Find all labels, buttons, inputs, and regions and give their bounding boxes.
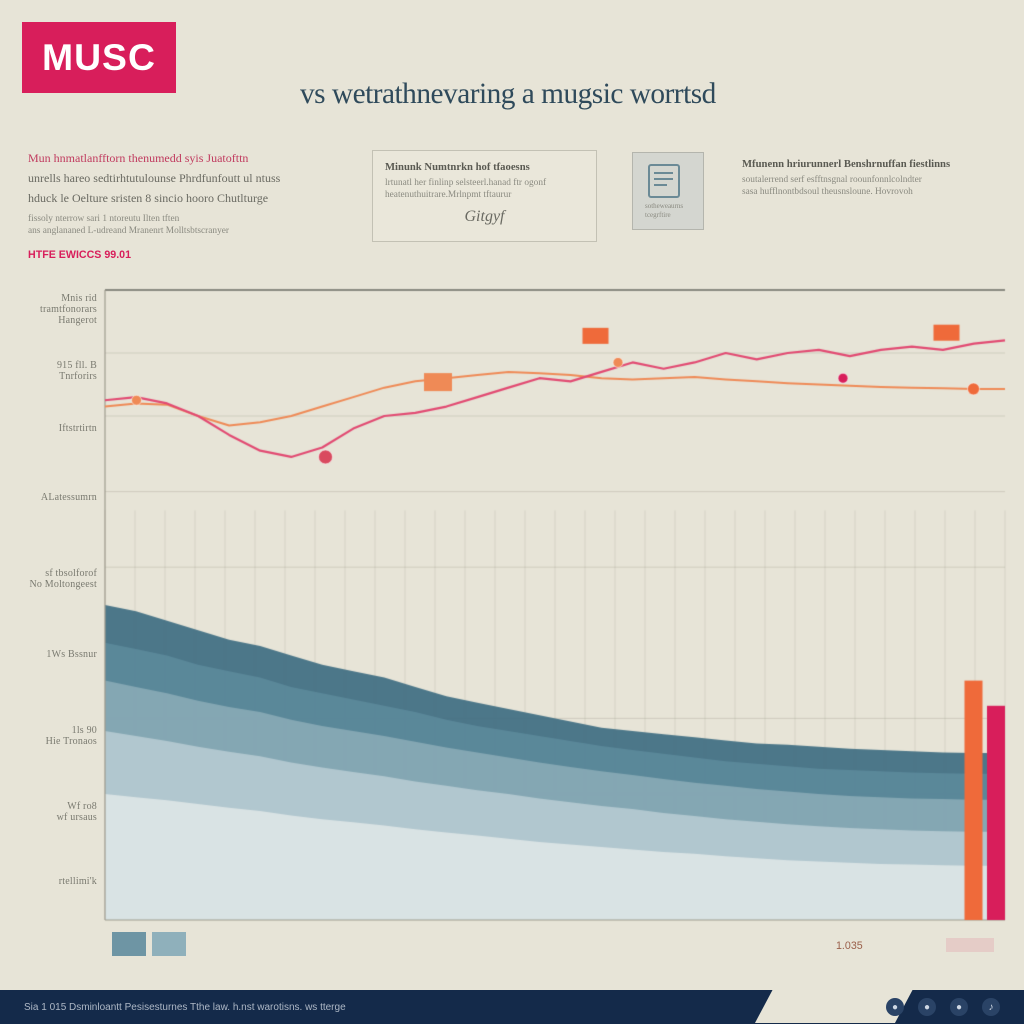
footer-bar: Sia 1 015 Dsminloantt Pesisesturnes Tthe… (0, 990, 1024, 1024)
footer-social-icon[interactable]: ● (918, 998, 936, 1016)
intro-line-2: unrells hareo sedtirhtutulounse Phrdfunf… (28, 170, 338, 186)
legend-chip: 1.035 (830, 938, 870, 952)
y-axis-label: ALatessumrn (7, 492, 97, 503)
summary-card-c: Mfunenn hriurunnerl Benshrnuffan fiestli… (730, 148, 992, 244)
card-c-body-2: sasa hufflnontbdsoul theusnsloune. Hovro… (742, 186, 980, 198)
card-b-body-2: tcegrftire (645, 211, 691, 220)
card-a-title: Minunk Numtnrkn hof tfaoesns (385, 161, 584, 175)
card-c-title: Mfunenn hriurunnerl Benshrnuffan fiestli… (742, 158, 980, 172)
legend-chip (946, 938, 994, 952)
footer-social-icon[interactable]: ♪ (982, 998, 1000, 1016)
intro-line-3: hduck le Oelture sristen 8 sincio hooro … (28, 190, 338, 206)
y-axis-label: 1Ws Bssnur (7, 649, 97, 660)
document-icon (645, 163, 689, 199)
intro-sub-1: fissoly nterrow sari 1 ntoreutu Ilten tf… (28, 214, 179, 224)
footer-icons: ● ● ● ♪ (886, 998, 1000, 1016)
y-axis-label: Mnis rid tramtfonorarsHangerot (7, 293, 97, 326)
page-headline: vs wetrathnevaring a mugsic worrtsd (300, 78, 716, 111)
footer-social-icon[interactable]: ● (886, 998, 904, 1016)
card-a-body-2: heatenuthuitrare.Mrlnpmt tftaurur (385, 189, 584, 201)
legend-chip (152, 932, 186, 956)
intro-paragraph: Mun hnmatlanfftorn thenumedd syis Juatof… (28, 150, 338, 262)
brand-logo: MUSC (22, 22, 176, 93)
card-c-body-1: soutalerrend serf esfftnsgnal roounfonnl… (742, 174, 980, 186)
y-axis-label: Wf ro8wf ursaus (7, 801, 97, 823)
summary-card-b: sotheweaurns tcegrftire (632, 152, 704, 230)
legend-chip (112, 932, 146, 956)
intro-sub-2: ans anglananed L-udreand Mranenrt Mollts… (28, 226, 229, 236)
card-a-caption: Gitgyf (385, 207, 584, 228)
card-b-body-1: sotheweaurns (645, 202, 691, 211)
intro-accent-label: HTFE EWICCS 99.01 (28, 248, 338, 262)
card-a-body-1: lrtunatl her finlinp selsteerl.hanad ftr… (385, 177, 584, 189)
y-axis-label: sf tbsolforofNo Moltongeest (7, 568, 97, 590)
y-axis-label: rtellimi'k (7, 876, 97, 887)
footer-social-icon[interactable]: ● (950, 998, 968, 1016)
y-axis-label: 1ls 90Hie Tronaos (7, 725, 97, 747)
footer-text: Sia 1 015 Dsminloantt Pesisesturnes Tthe… (24, 1002, 346, 1013)
y-axis-label: 915 fll. BTnrforirs (7, 360, 97, 382)
summary-card-a: Minunk Numtnrkn hof tfaoesns lrtunatl he… (372, 150, 597, 242)
intro-line-1: Mun hnmatlanfftorn thenumedd syis Juatof… (28, 150, 338, 166)
y-axis-label: Iftstrtirtn (7, 423, 97, 434)
